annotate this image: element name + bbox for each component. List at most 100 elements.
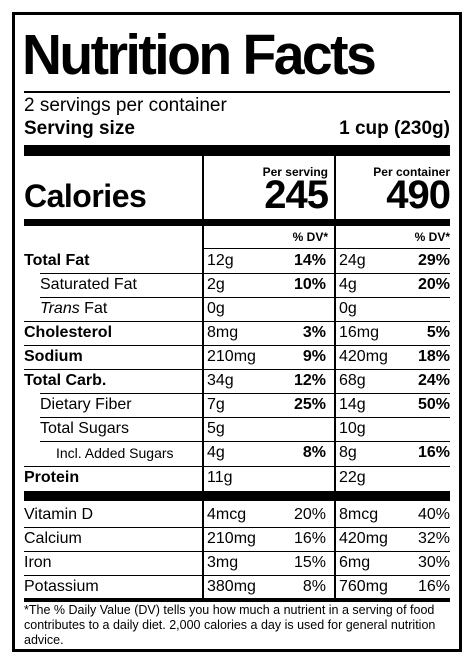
nutrient-row: Saturated Fat 2g 10% 4g 20% bbox=[24, 273, 450, 297]
dv-header-container: % DV* bbox=[414, 230, 450, 244]
row-divider bbox=[24, 369, 450, 370]
nutrient-name: Total Carb. bbox=[24, 372, 107, 389]
serving-dv: 14% bbox=[293, 252, 326, 269]
serving-dv: 20% bbox=[293, 506, 326, 523]
row-divider bbox=[40, 273, 450, 274]
serving-amount: 8mg bbox=[207, 324, 239, 341]
container-dv: 16% bbox=[417, 444, 450, 461]
container-amount: 10g bbox=[339, 420, 366, 437]
container-amount: 24g bbox=[339, 252, 366, 269]
thick-divider-bottom bbox=[24, 598, 450, 602]
row-divider bbox=[24, 575, 450, 576]
serving-amount: 34g bbox=[207, 372, 234, 389]
vitamin-name: Potassium bbox=[24, 578, 99, 595]
container-amount: 68g bbox=[339, 372, 366, 389]
thick-divider-top bbox=[24, 145, 450, 156]
container-amount: 0g bbox=[339, 300, 357, 317]
nutrient-row: Sodium 210mg 9% 420mg 18% bbox=[24, 345, 450, 369]
per-container-header: Per container bbox=[373, 165, 450, 179]
per-serving-header: Per serving bbox=[262, 165, 328, 179]
nutrition-facts-label: Nutrition Facts 2 servings per container… bbox=[12, 12, 462, 652]
serving-dv: 15% bbox=[293, 554, 326, 571]
serving-dv: 8% bbox=[302, 444, 326, 461]
serving-dv: 25% bbox=[293, 396, 326, 413]
container-dv: 16% bbox=[417, 578, 450, 595]
container-dv: 30% bbox=[417, 554, 450, 571]
row-divider bbox=[24, 466, 450, 467]
column-divider-left bbox=[202, 156, 204, 600]
serving-dv: 3% bbox=[302, 324, 326, 341]
serving-dv: 12% bbox=[293, 372, 326, 389]
container-dv: 5% bbox=[426, 324, 450, 341]
container-dv: 50% bbox=[417, 396, 450, 413]
serving-dv: 9% bbox=[302, 348, 326, 365]
serving-amount: 210mg bbox=[207, 348, 256, 365]
row-divider bbox=[40, 297, 450, 298]
nutrient-row: Total Carb. 34g 12% 68g 24% bbox=[24, 369, 450, 393]
nutrient-name: Total Fat bbox=[24, 252, 90, 269]
container-amount: 14g bbox=[339, 396, 366, 413]
serving-size-label: Serving size bbox=[24, 118, 135, 139]
row-divider bbox=[24, 321, 450, 322]
label-title: Nutrition Facts bbox=[22, 23, 377, 87]
container-amount: 420mg bbox=[339, 348, 388, 365]
container-amount: 760mg bbox=[339, 578, 388, 595]
calories-label: Calories bbox=[24, 178, 147, 214]
nutrient-name-rest: Fat bbox=[79, 300, 108, 317]
container-amount: 4g bbox=[339, 276, 357, 293]
vitamin-row: Calcium 210mg 16% 420mg 32% bbox=[24, 527, 450, 551]
calories-per-container: 490 bbox=[386, 173, 451, 217]
container-amount: 8mcg bbox=[339, 506, 379, 523]
container-dv: 32% bbox=[417, 530, 450, 547]
row-divider bbox=[40, 393, 450, 394]
nutrient-name: Total Sugars bbox=[40, 420, 129, 437]
nutrient-name: Sodium bbox=[24, 348, 83, 365]
nutrient-row: Trans Fat 0g 0g bbox=[24, 297, 450, 321]
thick-divider-vitamins bbox=[24, 491, 450, 501]
vitamin-row: Potassium 380mg 8% 760mg 16% bbox=[24, 575, 450, 599]
row-divider bbox=[40, 441, 450, 442]
calories-per-serving: 245 bbox=[264, 173, 329, 217]
nutrient-name: Protein bbox=[24, 469, 80, 486]
serving-amount: 210mg bbox=[207, 530, 256, 547]
row-divider bbox=[24, 527, 450, 528]
servings-per-container: 2 servings per container bbox=[24, 95, 227, 116]
nutrient-row: Cholesterol 8mg 3% 16mg 5% bbox=[24, 321, 450, 345]
serving-amount: 5g bbox=[207, 420, 225, 437]
nutrient-row: Incl. Added Sugars 4g 8% 8g 16% bbox=[24, 441, 450, 465]
serving-amount: 11g bbox=[207, 469, 233, 486]
serving-amount: 7g bbox=[207, 396, 225, 413]
vitamin-row: Iron 3mg 15% 6mg 30% bbox=[24, 551, 450, 575]
serving-amount: 3mg bbox=[207, 554, 239, 571]
nutrient-name: Saturated Fat bbox=[40, 276, 137, 293]
title-divider bbox=[24, 91, 450, 93]
row-divider bbox=[24, 345, 450, 346]
dv-header-serving: % DV* bbox=[292, 230, 328, 244]
serving-dv: 16% bbox=[293, 530, 326, 547]
serving-amount: 4g bbox=[207, 444, 225, 461]
footnote: *The % Daily Value (DV) tells you how mu… bbox=[24, 603, 436, 647]
container-amount: 420mg bbox=[339, 530, 388, 547]
serving-amount: 380mg bbox=[207, 578, 256, 595]
container-dv: 24% bbox=[417, 372, 450, 389]
dv-header-divider bbox=[202, 248, 450, 249]
container-dv: 29% bbox=[417, 252, 450, 269]
vitamin-name: Calcium bbox=[24, 530, 82, 547]
serving-amount: 2g bbox=[207, 276, 225, 293]
serving-amount: 12g bbox=[207, 252, 234, 269]
nutrient-name-italic: Trans bbox=[40, 300, 80, 317]
nutrient-row: Total Fat 12g 14% 24g 29% bbox=[24, 249, 450, 273]
nutrient-name: Dietary Fiber bbox=[40, 396, 132, 413]
container-amount: 6mg bbox=[339, 554, 371, 571]
vitamin-row: Vitamin D 4mcg 20% 8mcg 40% bbox=[24, 503, 450, 527]
thick-divider-calories bbox=[24, 219, 450, 226]
nutrient-row: Total Sugars 5g 10g bbox=[24, 417, 450, 441]
nutrient-row: Protein 11g 22g bbox=[24, 466, 450, 490]
serving-size-value: 1 cup (230g) bbox=[339, 118, 450, 139]
label-inner: Nutrition Facts 2 servings per container… bbox=[22, 15, 451, 649]
row-divider bbox=[40, 417, 450, 418]
container-amount: 16mg bbox=[339, 324, 380, 341]
nutrient-name: Cholesterol bbox=[24, 324, 113, 341]
container-dv: 20% bbox=[417, 276, 450, 293]
serving-amount: 0g bbox=[207, 300, 225, 317]
